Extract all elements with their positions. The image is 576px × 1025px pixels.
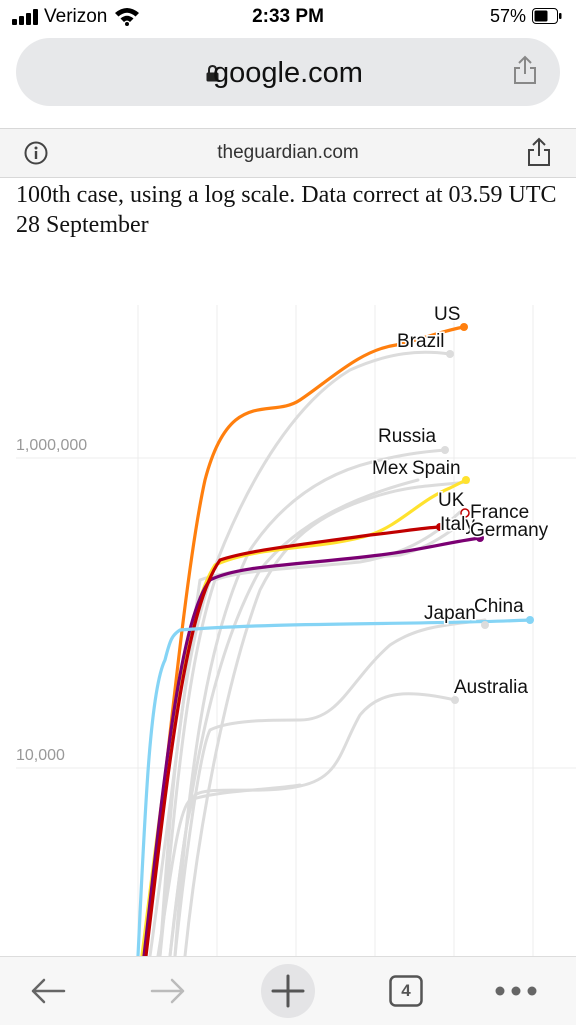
series-end-dot-italy <box>436 523 444 531</box>
battery-percent: 57% <box>490 6 527 26</box>
series-line-other <box>168 478 420 956</box>
more-icon <box>495 986 537 996</box>
share-icon[interactable] <box>512 55 538 85</box>
series-labels: US Brazil Russia Mex Spain UK France Ita… <box>371 303 551 700</box>
series-end-dot-germany <box>476 534 484 542</box>
series-line-other <box>148 528 454 956</box>
series-label-us: US <box>434 304 460 325</box>
series-label-italy: Italy <box>440 514 475 535</box>
address-bar[interactable]: google.com <box>16 38 560 106</box>
series-line-germany <box>142 536 482 956</box>
lock-icon <box>206 65 219 82</box>
series-label-spain: Spain <box>412 458 461 479</box>
cases-chart: 1,000,000 10,000 <box>0 250 576 956</box>
y-tick-label: 10,000 <box>16 747 65 764</box>
wifi-icon <box>115 8 139 26</box>
series-line-china <box>136 618 532 956</box>
gridlines <box>16 305 576 956</box>
back-arrow-icon <box>31 978 66 1004</box>
series-end-dot-us <box>460 323 468 331</box>
browser-toolbar: 4 <box>0 956 576 1025</box>
tabs-icon <box>389 975 423 1007</box>
series-label-russia: Russia <box>378 426 437 447</box>
series-label-uk: UK <box>438 490 465 511</box>
tabs-button[interactable]: 4 <box>389 975 423 1007</box>
series-label-china: China <box>474 596 524 617</box>
share-icon[interactable] <box>527 137 551 167</box>
forward-arrow-icon <box>150 978 185 1004</box>
series-line-other <box>173 448 447 956</box>
carrier-name: Verizon <box>44 6 108 27</box>
series-end-dot-spain <box>462 476 470 484</box>
series-line-other <box>168 692 457 956</box>
chart-svg: 1,000,000 10,000 <box>16 303 576 956</box>
more-button[interactable] <box>488 965 544 1017</box>
series-label-australia: Australia <box>454 677 528 698</box>
series-end-dot-china <box>526 616 534 624</box>
y-tick-label: 1,000,000 <box>16 437 87 454</box>
series-end-dot-france <box>460 508 470 518</box>
series-line-other <box>173 618 487 956</box>
battery-icon <box>532 8 562 24</box>
plus-icon <box>271 974 305 1008</box>
series-label-mexico: Mex <box>372 458 408 479</box>
site-info-bar: theguardian.com <box>0 128 576 178</box>
article-caption: 100th case, using a log scale. Data corr… <box>16 182 557 238</box>
tab-count: 4 <box>401 981 411 1000</box>
series-line-italy <box>144 525 442 956</box>
series-end-dot-brazil <box>446 350 454 358</box>
info-icon[interactable] <box>24 141 48 165</box>
forward-button[interactable] <box>140 965 196 1017</box>
status-time: 2:33 PM <box>252 6 324 27</box>
status-bar: Verizon 2:33 PM 57% <box>0 0 576 34</box>
series-end-dot-japan <box>481 621 489 629</box>
signal-icon <box>12 9 40 25</box>
series-endpoints <box>436 323 534 704</box>
series-line-other <box>183 480 470 956</box>
back-button[interactable] <box>20 965 76 1017</box>
series-end-dot-australia <box>451 696 459 704</box>
series-label-france: France <box>470 502 529 523</box>
series-label-brazil: Brazil <box>397 331 445 352</box>
address-domain: google.com <box>213 57 363 89</box>
new-tab-button[interactable] <box>261 964 315 1018</box>
series-label-japan: Japan <box>424 603 476 624</box>
site-domain: theguardian.com <box>217 142 359 163</box>
series-end-dot-russia <box>441 446 449 454</box>
series-label-germany: Germany <box>470 520 549 541</box>
series-line-spain <box>140 478 468 956</box>
